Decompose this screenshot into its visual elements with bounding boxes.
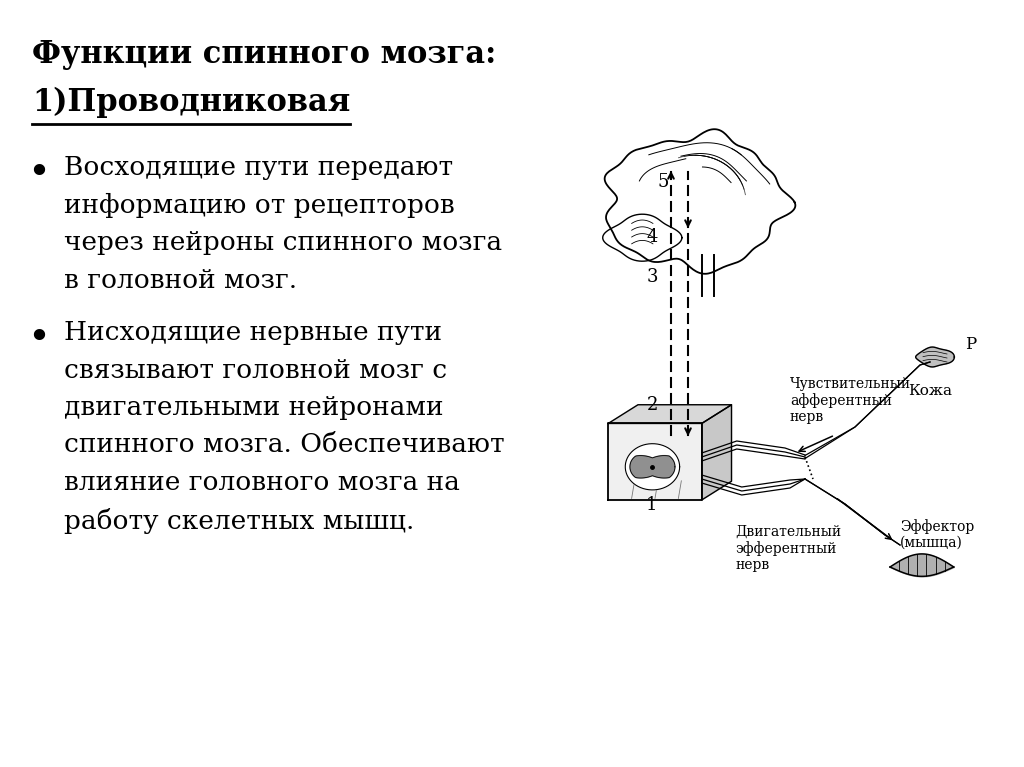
Text: •: • xyxy=(27,155,50,192)
Text: информацию от рецепторов: информацию от рецепторов xyxy=(63,193,455,218)
Polygon shape xyxy=(626,443,680,490)
Text: 2: 2 xyxy=(646,396,657,414)
Text: влияние головного мозга на: влияние головного мозга на xyxy=(63,470,460,495)
Text: Р: Р xyxy=(965,335,976,353)
Text: работу скелетных мышц.: работу скелетных мышц. xyxy=(63,508,415,534)
Polygon shape xyxy=(630,456,675,478)
Polygon shape xyxy=(701,405,731,500)
Text: 5: 5 xyxy=(657,173,669,191)
Text: Функции спинного мозга:: Функции спинного мозга: xyxy=(32,39,497,70)
Text: связывают головной мозг с: связывают головной мозг с xyxy=(63,357,447,383)
Text: 1)Проводниковая: 1)Проводниковая xyxy=(32,87,350,118)
Text: двигательными нейронами: двигательными нейронами xyxy=(63,395,443,420)
Text: Эффектор
(мышца): Эффектор (мышца) xyxy=(900,519,974,550)
Polygon shape xyxy=(915,347,954,367)
Text: спинного мозга. Обеспечивают: спинного мозга. Обеспечивают xyxy=(63,433,505,457)
Polygon shape xyxy=(603,214,682,262)
Polygon shape xyxy=(604,129,796,274)
Text: Кожа: Кожа xyxy=(908,384,952,398)
Text: через нейроны спинного мозга: через нейроны спинного мозга xyxy=(63,230,502,255)
Text: Двигательный
эфферентный
нерв: Двигательный эфферентный нерв xyxy=(735,525,841,572)
Text: Восходящие пути передают: Восходящие пути передают xyxy=(63,155,454,180)
Text: Нисходящие нервные пути: Нисходящие нервные пути xyxy=(63,320,442,345)
Text: в головной мозг.: в головной мозг. xyxy=(63,268,297,292)
Text: Чувствительный
афферентный
нерв: Чувствительный афферентный нерв xyxy=(790,377,911,424)
Polygon shape xyxy=(608,405,731,423)
Text: •: • xyxy=(27,320,50,357)
Polygon shape xyxy=(608,423,701,500)
Text: 4: 4 xyxy=(646,228,657,246)
Text: 3: 3 xyxy=(646,268,657,286)
Text: 1: 1 xyxy=(646,496,657,514)
